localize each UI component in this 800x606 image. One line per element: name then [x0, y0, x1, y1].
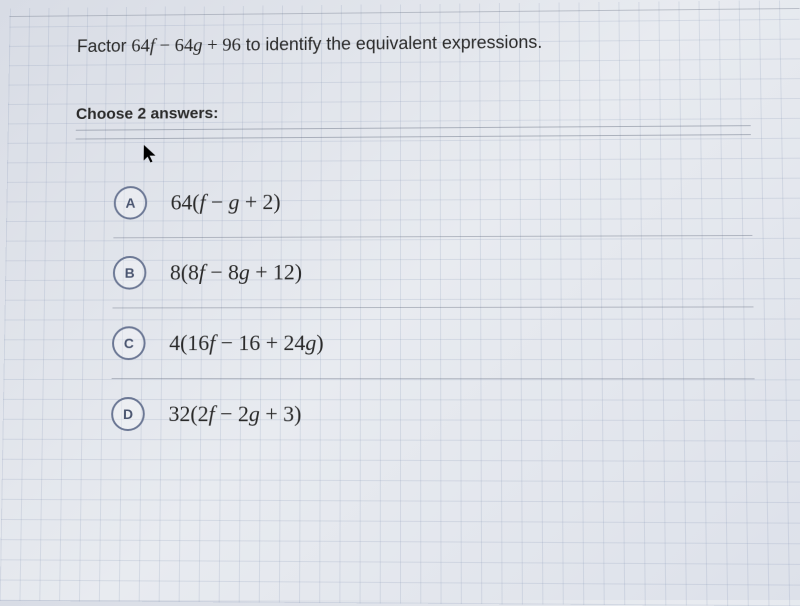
question-content: Factor 64f − 64g + 96 to identify the eq… — [2, 0, 800, 481]
option-letter: C — [124, 335, 134, 351]
option-expression-d: 32(2f − 2g + 3) — [168, 401, 301, 427]
option-circle-c[interactable]: C — [112, 326, 146, 360]
option-row-b[interactable]: B 8(8f − 8g + 12) — [112, 236, 753, 308]
option-circle-d[interactable]: D — [111, 397, 145, 431]
option-circle-b[interactable]: B — [113, 256, 147, 290]
instruction-divider — [76, 134, 751, 139]
option-expression-c: 4(16f − 16 + 24g) — [169, 330, 324, 356]
option-expression-a: 64(f − g + 2) — [171, 189, 281, 215]
option-row-c[interactable]: C 4(16f − 16 + 24g) — [112, 307, 755, 379]
options-list: A 64(f − g + 2) B 8(8f − 8g + 12) C 4(16… — [71, 165, 755, 451]
option-letter: D — [123, 406, 133, 422]
option-letter: A — [125, 195, 135, 211]
question-expression: 64f − 64g + 96 — [131, 35, 241, 56]
option-expression-b: 8(8f − 8g + 12) — [170, 259, 302, 285]
option-circle-a[interactable]: A — [114, 186, 148, 220]
question-text: Factor 64f − 64g + 96 to identify the eq… — [77, 30, 750, 58]
option-letter: B — [125, 265, 135, 281]
question-prefix: Factor — [77, 36, 132, 56]
question-suffix: to identify the equivalent expressions. — [241, 32, 543, 54]
instruction-text: Choose 2 answers: — [76, 101, 751, 130]
option-row-a[interactable]: A 64(f − g + 2) — [113, 165, 752, 238]
option-row-d[interactable]: D 32(2f − 2g + 3) — [111, 379, 756, 451]
